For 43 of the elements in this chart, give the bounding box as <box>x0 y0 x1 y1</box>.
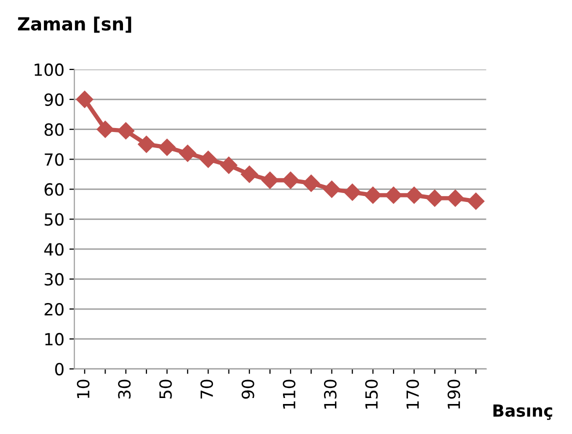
point <box>364 186 382 204</box>
y-tick-label: 70 <box>44 153 64 166</box>
y-tick-label: 10 <box>45 332 64 346</box>
x-tick-label: 190 <box>448 380 460 409</box>
point <box>384 186 402 204</box>
y-tick-label: 100 <box>34 63 64 76</box>
y-tick-label: 30 <box>44 273 64 286</box>
point <box>96 120 114 138</box>
point <box>220 156 238 174</box>
x-tick-label: 90 <box>242 380 254 399</box>
point <box>240 166 258 183</box>
point <box>138 136 155 153</box>
point <box>282 172 300 189</box>
x-tick-label: 150 <box>365 380 378 409</box>
point <box>261 172 279 189</box>
y-tick-label: 90 <box>44 93 64 106</box>
y-tick-label: 80 <box>44 123 64 136</box>
x-axis-title: Basınç <box>493 404 552 420</box>
point <box>302 174 320 192</box>
x-tick-label: 50 <box>159 380 172 399</box>
point <box>446 190 464 207</box>
x-tick-label: 10 <box>76 380 90 398</box>
point <box>117 122 134 140</box>
point <box>179 144 196 162</box>
point <box>344 184 361 201</box>
point <box>76 90 94 108</box>
x-tick-label: 30 <box>118 380 131 399</box>
chart-title: Zaman [sn] <box>18 16 132 33</box>
x-tick-label: 170 <box>406 380 419 409</box>
y-tick-label: 20 <box>44 302 64 316</box>
x-tick-label: 70 <box>200 380 214 398</box>
y-tick-label: 40 <box>44 243 64 256</box>
x-tick-label: 110 <box>282 380 296 409</box>
point <box>406 186 423 204</box>
point <box>426 190 444 207</box>
y-tick-label: 60 <box>44 183 64 196</box>
point <box>323 180 340 198</box>
point <box>158 138 176 156</box>
y-tick-label: 50 <box>44 213 64 226</box>
point <box>200 150 217 168</box>
x-tick-label: 130 <box>324 380 337 409</box>
y-tick-label: 0 <box>55 362 64 376</box>
point <box>467 192 484 210</box>
